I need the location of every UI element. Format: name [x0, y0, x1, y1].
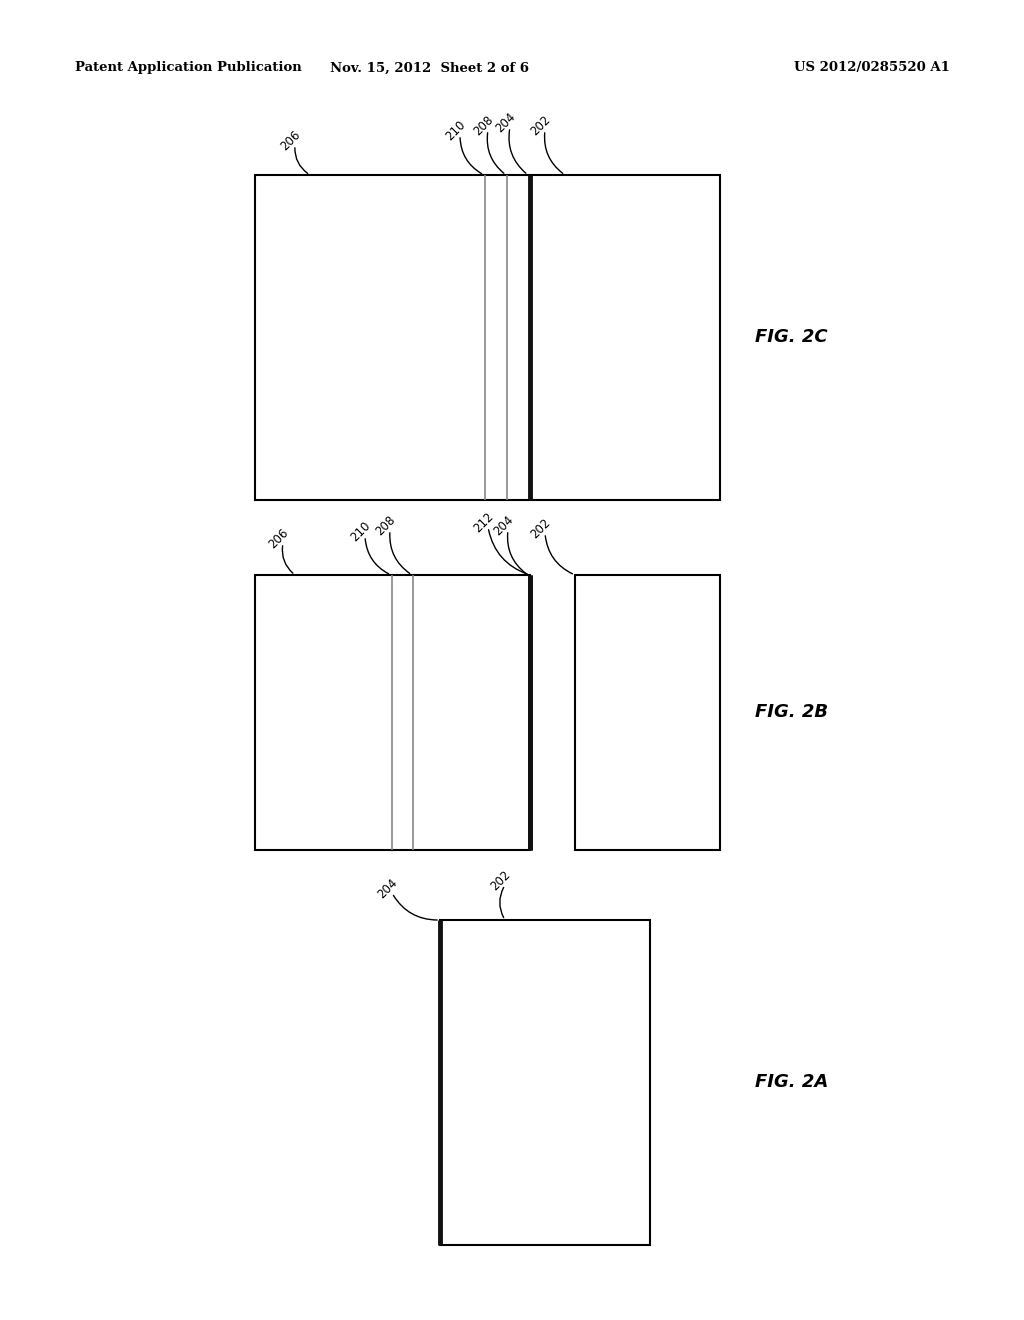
Text: 206: 206 [266, 525, 291, 550]
Text: 202: 202 [487, 867, 513, 892]
Text: Patent Application Publication: Patent Application Publication [75, 62, 302, 74]
Text: 210: 210 [443, 117, 468, 143]
Bar [575, 576, 720, 850]
Text: FIG. 2B: FIG. 2B [755, 704, 828, 721]
Text: 212: 212 [471, 510, 496, 535]
Text: 202: 202 [528, 516, 553, 541]
Text: 210: 210 [348, 519, 373, 544]
Text: 208: 208 [373, 513, 398, 537]
Text: 206: 206 [278, 128, 303, 153]
Text: US 2012/0285520 A1: US 2012/0285520 A1 [795, 62, 950, 74]
Text: 204: 204 [375, 876, 400, 902]
Text: Nov. 15, 2012  Sheet 2 of 6: Nov. 15, 2012 Sheet 2 of 6 [331, 62, 529, 74]
Text: 202: 202 [528, 114, 553, 137]
Bar [255, 176, 720, 500]
Bar [440, 920, 650, 1245]
Text: 204: 204 [490, 513, 516, 539]
Text: 204: 204 [493, 110, 518, 135]
Text: 208: 208 [471, 114, 496, 137]
Text: FIG. 2A: FIG. 2A [755, 1073, 828, 1092]
Text: FIG. 2C: FIG. 2C [755, 327, 827, 346]
Bar [255, 576, 530, 850]
